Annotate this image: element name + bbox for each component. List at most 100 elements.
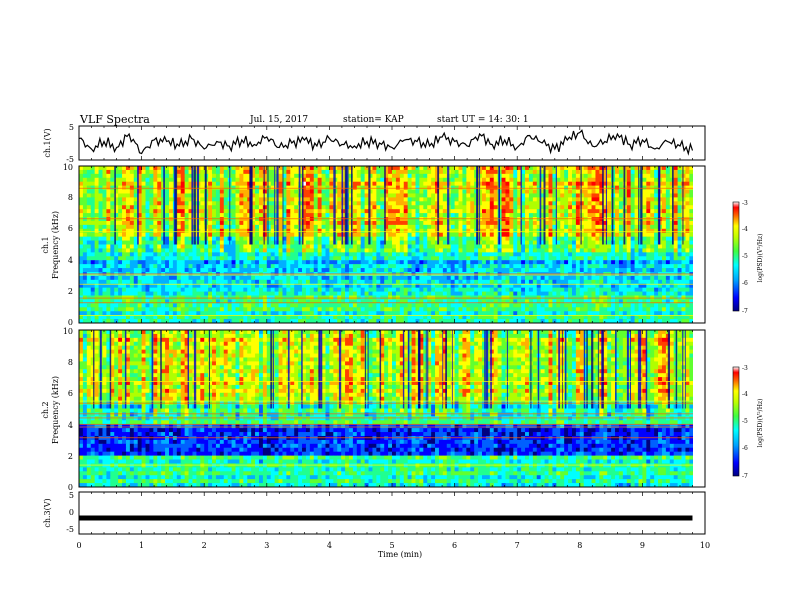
spectrogram-cell [493,275,499,281]
spectrogram-cell [571,224,577,230]
spectrogram-cell [309,189,315,194]
spectrogram-cell [568,197,573,202]
spectrogram-cell [571,169,577,175]
spectrogram-cell [380,260,385,265]
spectrogram-cell [208,248,213,253]
spectrogram-cell [528,260,534,265]
spectrogram-cell [658,256,663,261]
spectrogram-cell [122,264,127,269]
spectrogram-cell [419,244,424,249]
spectrogram-cell [278,232,283,238]
spectrogram-cell [665,236,671,241]
spectrogram-cell [114,201,119,206]
spectrogram-cell [638,252,643,257]
spectrogram-cell [90,209,96,214]
spectrogram-cell [118,166,123,171]
spectrogram-cell [568,248,573,253]
spectrogram-cell [110,264,115,269]
spectrogram-cell [176,244,182,249]
spectrogram-cell [395,228,401,234]
spectrogram-cell [145,244,150,249]
spectrogram-cell [176,232,182,238]
spectrogram-cell [352,236,358,241]
spectrogram-cell [442,220,448,226]
spectrogram-cell [548,228,553,234]
spectrogram-cell [235,260,240,265]
spectrogram-cell [243,264,248,269]
spectrogram-cell [290,185,295,190]
spectrogram-cell [673,213,679,218]
spectrogram-cell [122,279,127,285]
spectrogram-cell [168,185,174,190]
spectrogram-cell [94,173,99,179]
spectrogram-cell [125,201,131,206]
spectrogram-cell [345,264,350,269]
spectrogram-cell [86,252,92,257]
spectrogram-cell [239,232,244,238]
spectrogram-cell [399,248,405,253]
spectrogram-cell [665,268,671,273]
spectrogram-cell [376,232,381,238]
spectrogram-cell [517,268,522,273]
spectrogram-cell [634,185,639,190]
spectrogram-cell [305,264,311,269]
spectrogram-cell [168,232,174,238]
spectrogram-cell [493,177,499,183]
spectrogram-cell [125,236,131,241]
spectrogram-cell [517,197,522,202]
spectrogram-cell [302,228,307,234]
spectrogram-cell [282,166,287,171]
spectrogram-cell [141,224,146,230]
spectrogram-cell [255,213,260,218]
spectrogram-cell [575,283,581,289]
spectrogram-cell [184,181,189,187]
spectrogram-cell [180,275,186,281]
spectrogram-cell [673,185,679,190]
spectrogram-cell [223,279,229,285]
spectrogram-cell [153,213,158,218]
spectrogram-cell [384,197,389,202]
spectrogram-cell [442,236,448,241]
spectrogram-cell [458,248,463,253]
spectrogram-cell [219,228,225,234]
spectrogram-cell [278,279,283,285]
spectrogram-cell [642,240,647,245]
spectrogram-cell [356,260,362,265]
spectrogram-cell [501,185,506,190]
spectrogram-cell [223,193,229,198]
spectrogram-cell [137,205,142,210]
spectrogram-cell [341,185,346,190]
spectrogram-cell [564,189,569,194]
spectrogram-cell [626,173,632,179]
spectrogram-cell [470,252,475,257]
spectrogram-cell [689,236,694,241]
spectrogram-cell [450,197,455,202]
spectrogram-cell [392,244,397,249]
spectrogram-cell [258,236,264,241]
spectrogram-cell [329,197,334,202]
spectrogram-cell [208,173,213,179]
spectrogram-cell [517,275,522,281]
spectrogram-cell [376,169,381,175]
spectrogram-cell [505,240,510,245]
spectrogram-cell [544,213,549,218]
spectrogram-cell [599,177,604,183]
spectrogram-cell [470,232,475,238]
spectrogram-cell [454,275,459,281]
spectrogram-cell [634,240,639,245]
spectrogram-cell [427,248,432,253]
spectrogram-cell [536,189,542,194]
spectrogram-cell [564,220,569,226]
spectrogram-cell [79,177,84,183]
spectrogram-cell [509,232,514,238]
spectrogram-cell [106,264,111,269]
spectrogram-cell [438,193,444,198]
spectrogram-cell [650,244,655,249]
spectrogram-cell [395,264,401,269]
spectrogram-cell [380,240,385,245]
spectrogram-cell [282,256,287,261]
spectrogram-cell [125,185,131,190]
spectrogram-cell [556,240,561,245]
spectrogram-cell [94,252,99,257]
spectrogram-cell [536,275,542,281]
